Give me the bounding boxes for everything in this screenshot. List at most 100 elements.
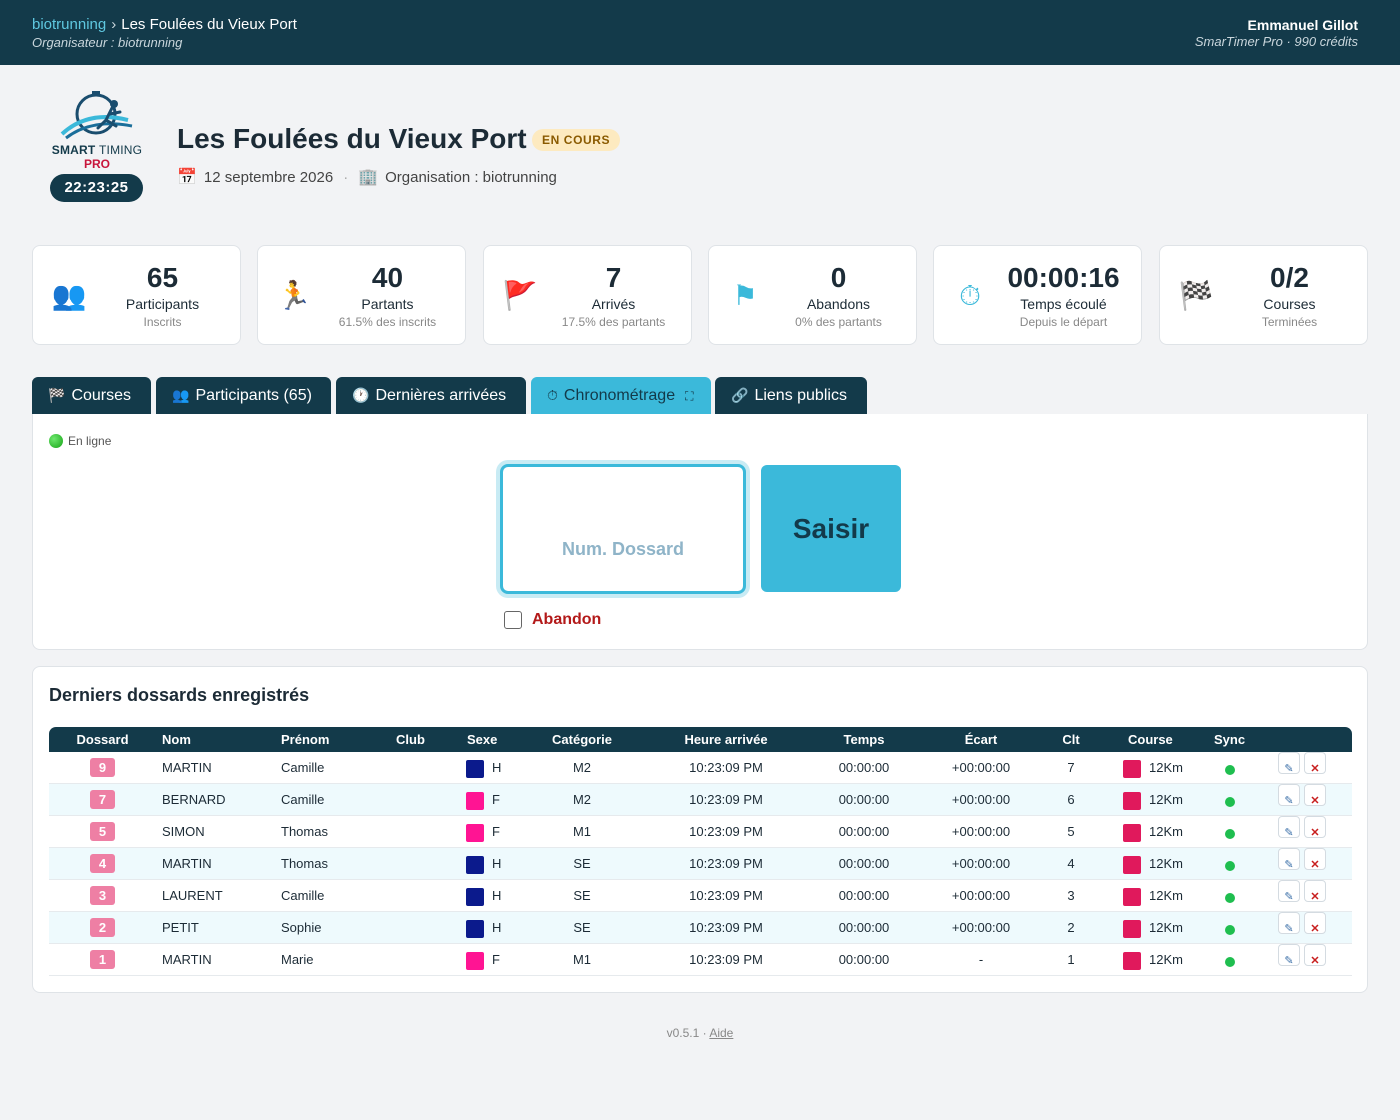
breadcrumb-org-link[interactable]: biotrunning [32, 16, 107, 33]
tab-dernières-arrivées[interactable]: 🕐 Dernières arrivées [336, 377, 526, 414]
tab-icon: 🏁 [48, 387, 66, 403]
tab-liens-publics[interactable]: 🔗 Liens publics [715, 377, 867, 414]
delete-icon[interactable]: ✕ [1304, 816, 1326, 839]
column-header[interactable]: Nom [162, 732, 191, 747]
column-header[interactable]: Course [1128, 732, 1173, 747]
stat-value: 00:00:16 [1007, 262, 1120, 293]
stat-sub: Depuis le départ [1019, 315, 1108, 329]
column-header[interactable]: Sexe [467, 732, 498, 747]
column-header[interactable]: Club [396, 732, 425, 747]
stat-card-abandons: ⚑ 0 Abandons 0% des partants [708, 245, 917, 345]
sync-cell [1225, 944, 1245, 979]
edit-icon[interactable]: ✎ [1278, 752, 1300, 775]
column-header[interactable]: Sync [1214, 732, 1246, 747]
sex-label: F [492, 824, 500, 839]
sex-cell: F [466, 944, 526, 976]
column-header[interactable]: Dossard [76, 732, 129, 747]
stat-card-participants: 👥 65 Participants Inscrits [32, 245, 241, 345]
sex-cell: H [466, 848, 526, 880]
sex-label: F [492, 792, 500, 807]
sex-cell: H [466, 752, 526, 784]
calendar-icon: 📅 [177, 169, 197, 186]
edit-icon[interactable]: ✎ [1278, 848, 1300, 871]
edit-icon[interactable]: ✎ [1278, 912, 1300, 935]
column-header[interactable]: Heure arrivée [684, 732, 768, 747]
sync-ok-icon [1225, 829, 1235, 839]
rank-cell: 5 [1067, 824, 1075, 839]
edit-icon[interactable]: ✎ [1278, 784, 1300, 807]
bib-cell: 2 [49, 912, 156, 944]
gap-cell: +00:00:00 [951, 920, 1011, 935]
stopwatch-icon: ⏱ [959, 280, 981, 311]
rank-cell: 6 [1067, 792, 1075, 807]
delete-icon[interactable]: ✕ [1304, 880, 1326, 903]
delete-icon[interactable]: ✕ [1304, 944, 1326, 967]
last-name-cell: BERNARD [162, 792, 226, 807]
column-header[interactable]: Clt [1062, 732, 1080, 747]
table-row[interactable]: 4 MARTIN Thomas H SE 10:23:09 PM 00:00:00 +00:0… [49, 848, 1352, 880]
stat-label: Arrivés [591, 296, 636, 312]
sync-ok-icon [1225, 765, 1235, 775]
bib-badge: 2 [90, 918, 115, 937]
first-name-cell: Sophie [281, 920, 322, 935]
tab-courses[interactable]: 🏁 Courses [32, 377, 151, 414]
stat-label: Temps écoulé [1020, 296, 1107, 312]
stat-value: 40 [371, 262, 404, 293]
last-name-cell: PETIT [162, 920, 199, 935]
category-cell: M1 [572, 824, 592, 839]
edit-icon[interactable]: ✎ [1278, 944, 1300, 967]
abandon-toggle[interactable]: Abandon [504, 611, 601, 629]
delete-icon[interactable]: ✕ [1304, 912, 1326, 935]
first-name-cell: Thomas [281, 824, 328, 839]
meta-separator: · [343, 168, 349, 186]
stat-value: 65 [146, 262, 179, 293]
tab-chronométrage[interactable]: ⏱ Chronométrage ⛶ [531, 377, 711, 414]
table-row[interactable]: 2 PETIT Sophie H SE 10:23:09 PM 00:00:00 +00:00… [49, 912, 1352, 944]
logo-wordmark: SMART TIMING [51, 143, 143, 157]
user-name[interactable]: Emmanuel Gillot [1247, 17, 1358, 33]
course-color-swatch [1123, 919, 1141, 938]
gap-cell: +00:00:00 [951, 856, 1011, 871]
tab-participants[interactable]: 👥 Participants (65) [156, 377, 331, 414]
course-color-swatch [1123, 887, 1141, 906]
course-label: 12Km [1149, 952, 1183, 967]
abandon-checkbox[interactable] [504, 611, 522, 629]
submit-bib-button[interactable]: Saisir [761, 465, 901, 592]
bib-number-input[interactable] [500, 464, 746, 594]
table-row[interactable]: 9 MARTIN Camille H M2 10:23:09 PM 00:00:00 +00:… [49, 752, 1352, 784]
delete-icon[interactable]: ✕ [1304, 848, 1326, 871]
column-header[interactable]: Temps [843, 732, 885, 747]
edit-icon[interactable]: ✎ [1278, 816, 1300, 839]
building-icon: 🏢 [358, 169, 379, 186]
course-cell: 12Km [1123, 880, 1203, 912]
stat-label: Partants [361, 296, 414, 312]
table-row[interactable]: 3 LAURENT Camille H SE 10:23:09 PM 00:00:00 +00… [49, 880, 1352, 912]
runner-icon: 🏃 [276, 280, 312, 311]
delete-icon[interactable]: ✕ [1304, 784, 1326, 807]
table-row[interactable]: 1 MARTIN Marie F M1 10:23:09 PM 00:00:00 - 1 12Km… [49, 944, 1352, 976]
tab-icon: 👥 [172, 387, 190, 403]
stat-sub: Terminées [1261, 315, 1318, 329]
column-header[interactable]: Catégorie [552, 732, 612, 747]
stat-sub: 17.5% des partants [561, 315, 666, 329]
delete-icon[interactable]: ✕ [1304, 752, 1326, 775]
course-cell: 12Km [1123, 784, 1203, 816]
sex-color-swatch [466, 887, 484, 906]
stat-label: Abandons [806, 296, 871, 312]
expand-icon[interactable]: ⛶ [685, 389, 694, 403]
course-color-swatch [1123, 951, 1141, 970]
edit-icon[interactable]: ✎ [1278, 880, 1300, 903]
table-row[interactable]: 7 BERNARD Camille F M2 10:23:09 PM 00:00:00 +00… [49, 784, 1352, 816]
rank-cell: 4 [1067, 856, 1075, 871]
tab-label: Courses [71, 387, 132, 404]
column-header[interactable]: Écart [964, 732, 998, 747]
help-link[interactable]: Aide [709, 1026, 734, 1040]
table-row[interactable]: 5 SIMON Thomas F M1 10:23:09 PM 00:00:00 +00:00… [49, 816, 1352, 848]
sync-ok-icon [1225, 893, 1235, 903]
time-cell: 00:00:00 [838, 760, 890, 775]
column-header[interactable]: Prénom [281, 732, 330, 747]
course-label: 12Km [1149, 792, 1183, 807]
stat-card-arriv-s: 🚩 7 Arrivés 17.5% des partants [483, 245, 692, 345]
arrival-time-cell: 10:23:09 PM [689, 792, 763, 807]
sync-cell [1225, 752, 1245, 787]
